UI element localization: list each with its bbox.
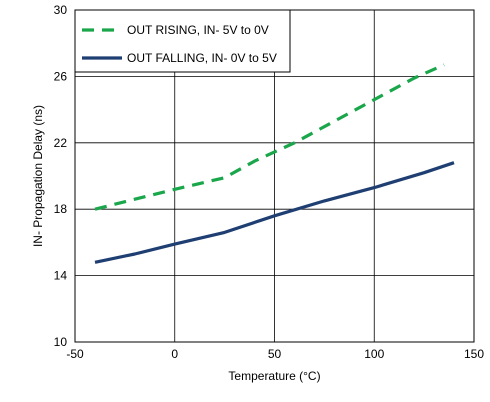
y-tick-label: 14 [54, 269, 68, 283]
x-tick-label: 100 [364, 347, 384, 361]
y-tick-label: 22 [54, 136, 68, 150]
legend: OUT RISING, IN- 5V to 0V OUT FALLING, IN… [74, 9, 291, 73]
legend-label-rising: OUT RISING, IN- 5V to 0V [127, 23, 269, 37]
x-axis-label: Temperature (°C) [228, 369, 320, 383]
y-tick-label: 30 [54, 3, 68, 17]
y-tick-label: 10 [54, 335, 68, 349]
y-tick-label: 18 [54, 202, 68, 216]
y-axis-label: IN- Propagation Delay (ns) [31, 105, 45, 247]
x-tick-label: 150 [464, 347, 484, 361]
legend-box [74, 9, 291, 73]
x-tick-label: 50 [268, 347, 282, 361]
y-tick-label: 26 [54, 69, 68, 83]
x-tick-label: 0 [171, 347, 178, 361]
series-line-falling [94, 161, 455, 264]
x-tick-label: -50 [66, 347, 84, 361]
series-line-rising [94, 63, 445, 211]
legend-label-falling: OUT FALLING, IN- 0V to 5V [127, 51, 277, 65]
tick-labels: -50 0 50 100 150 10 14 18 22 26 30 [54, 3, 485, 361]
series-layer [94, 63, 455, 264]
